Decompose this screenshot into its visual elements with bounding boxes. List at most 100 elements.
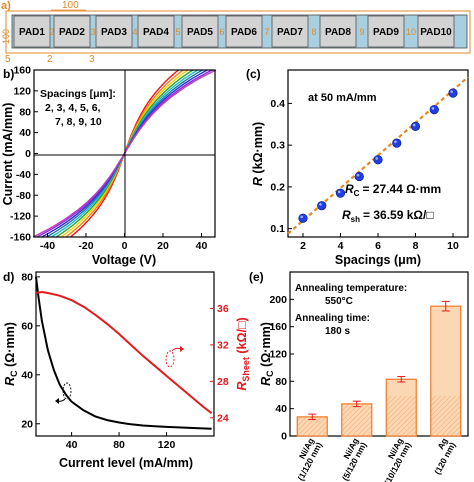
panel-b: b) -40 -20 0 20 40-160-120-80-4004080120160 … [1,65,217,267]
panel-c-label: (c) [246,67,261,81]
e-bar-3 [385,378,417,437]
b-y-tick-label-40: 40 [19,127,31,139]
e-bar-hatch [297,416,317,437]
e-anneal-line-2: 550°C [325,296,353,307]
c-point-highlight-6 [375,157,379,160]
pad-box-9 [367,15,405,48]
gap-label-8: 8 [311,27,316,37]
e-ticks: 0 40 80 120 160 200 [269,294,294,443]
d-rsh-arrow [171,347,182,352]
pad-label-4: PAD4 [143,27,169,38]
c-point-7 [392,138,402,148]
pad-height-label: 100 [1,29,11,44]
e-bar-hatch [445,420,461,436]
e-bar-hatch [401,420,417,436]
c-data-points [298,88,458,223]
d-x-axis-label: Current level (mA/mm) [59,456,193,470]
e-bar-hatch [341,403,365,427]
b-y-tick-label-160: 160 [13,65,31,77]
e-category-material-4: Ag [435,436,449,451]
d-rsheet-curve [35,290,213,414]
c-y-symbol: R [251,177,265,186]
gap-label-7: 7 [264,27,269,37]
b-y-tick-label--80: -80 [16,190,31,202]
e-y-unit: (Ω·mm) [259,322,273,370]
e-y-axis-label: RC (Ω·mm) [259,322,275,386]
gap-label-2: 2 [49,27,54,37]
c-y-axis-label: R (kΩ·mm) [251,122,265,186]
b-y-tick-label-120: 120 [13,85,31,97]
gap-label-5: 5 [175,27,180,37]
d-yl-tick-label-60: 60 [21,320,33,332]
panel-e-label: (e) [249,270,264,284]
c-x-tick-label-6: 6 [375,240,381,252]
e-y-tick-label-200: 200 [269,294,287,306]
e-bar-hatch [430,400,461,432]
d-rsh-arrowhead [180,346,184,352]
c-point-highlight-7 [394,140,397,144]
e-bar-hatch [356,420,372,436]
e-bar-hatch [386,395,412,422]
b-ticks: -40 -20 0 20 40 -160 -120 -80 -40 0 40 80 120 160 [10,65,208,253]
edge-label-left: 5 [5,54,11,65]
c-rc-sub: C [354,189,360,198]
edge-label-mid: 2 [47,54,53,65]
d-rsh-marker [165,350,175,368]
pad-row: PAD1 2 PAD2 3 PAD3 4 PAD4 5 PAD5 6 PAD6 7 PAD7 8 PAD8 9… [13,15,455,48]
e-bar-hatch [341,403,360,422]
e-y-tick-label-80: 80 [275,376,287,388]
c-point-highlight-3 [319,203,322,206]
c-y-tick-label-0.2: 0.2 [270,181,285,193]
edge-label-right: 3 [89,54,95,65]
panel-d: d) 40 80 120 20 40 60 80 24 28 32 36 Current level… [3,270,251,470]
c-point-highlight-5 [356,173,360,177]
d-y-right-unit: (kΩ/□) [235,317,249,357]
pad-label-7: PAD7 [277,27,303,38]
d-yr-tick-label-28: 28 [217,376,229,388]
c-rsh-text: Rsh = 36.59 kΩ/□ [342,208,434,224]
d-y-right-symbol: R [235,382,249,391]
pad-box-3 [95,15,133,48]
e-bar-hatch [386,405,417,436]
b-y-tick-label--160: -160 [10,232,31,244]
e-bar-hatch [361,425,372,436]
c-rc-symbol: R [345,182,354,196]
e-bar-hatch [341,405,372,436]
e-bar-hatch [460,435,461,436]
e-bar-hatch [386,395,417,427]
e-y-tick-label-0: 0 [281,431,287,443]
c-point-5 [354,171,364,182]
pad-label-1: PAD1 [19,27,45,38]
c-x-axis-label: Spacings (μm) [335,253,421,267]
pad-strip-outline [5,10,471,54]
c-point-2 [298,213,308,223]
e-y-symbol: R [259,377,273,386]
e-bar-hatch [386,395,397,407]
d-x-tick-label-120: 120 [158,439,176,451]
b-y-axis-label: Current (mA/mm) [1,103,15,206]
c-y-unit: (kΩ·mm) [251,122,265,177]
e-category-label-2: Ni/Ag(5/120 nm) [332,436,369,482]
e-anneal-line-4: 180 s [325,326,350,337]
pad-box-1 [13,15,51,48]
b-legend-line-1: 2, 3, 4, 5, 6, [45,102,101,114]
c-y-tick-label-0.4: 0.4 [270,98,285,110]
c-ticks: 2 4 6 8 10 0.1 0.2 0.3 0.4 [270,98,459,252]
c-rc-text: RC = 27.44 Ω·mm [345,182,441,198]
e-bar-hatch [386,395,407,417]
e-bar-hatch [317,425,328,437]
e-bar-hatch [312,420,328,437]
e-bar-hatch [302,416,322,437]
c-rc-value: = 27.44 Ω·mm [362,182,441,196]
gap-label-3: 3 [90,27,95,37]
gap-label-6: 6 [219,27,224,37]
b-legend-line-2: 7, 8, 9, 10 [55,116,102,128]
d-yr-tick-label-36: 36 [217,303,229,315]
e-bar-hatch [341,403,370,432]
e-bar-hatch [406,425,417,436]
e-bar-hatch [297,416,312,432]
d-x-tick-label-80: 80 [113,439,125,451]
d-y-left-sub: C [9,370,19,377]
